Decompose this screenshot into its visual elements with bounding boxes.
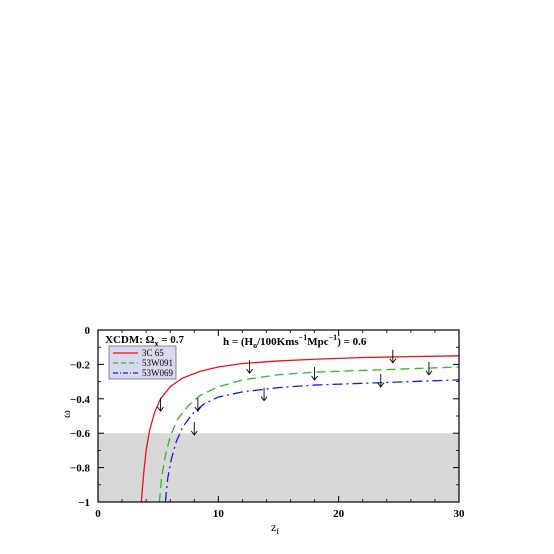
x-axis-label: zf — [271, 520, 279, 536]
upper-limit-arrows — [157, 349, 433, 436]
upper-limit-arrow — [190, 422, 198, 436]
legend-label-1: 53W091 — [142, 358, 173, 368]
series-layer — [140, 355, 460, 503]
series-line-2 — [164, 379, 460, 503]
anno-mid1: /100Kms — [256, 336, 299, 348]
series-line-1 — [158, 366, 460, 503]
x-axis-label-sub: f — [276, 527, 279, 536]
upper-limit-arrow — [157, 397, 164, 412]
hubble-annotation: h = (Ho/100Kms−1Mpc−1) = 0.6 — [223, 333, 367, 350]
x-tick-label: 10 — [213, 508, 225, 520]
series-line-0 — [140, 355, 460, 503]
anno-sub: o — [253, 341, 257, 350]
ticks-layer: 0 10 20 30 0 −0.2 −0.4 −0.6 −0.8 −1 — [70, 325, 465, 520]
x-tick-label: 0 — [95, 508, 101, 520]
anno-sup1: −1 — [299, 333, 308, 342]
anno-suffix: ) = 0.6 — [337, 336, 367, 348]
anno-mid2: Mpc — [307, 336, 329, 348]
y-tick-label: −0.8 — [70, 463, 91, 475]
upper-limit-arrow — [425, 361, 433, 376]
x-tick-label: 20 — [333, 508, 345, 520]
upper-limit-arrow — [389, 349, 397, 364]
y-tick-label: −1 — [78, 497, 90, 509]
y-tick-label: −0.4 — [70, 394, 91, 406]
y-tick-label: −0.6 — [70, 428, 91, 440]
upper-limit-arrow — [246, 360, 253, 374]
legend-title: XCDM: Ωx = 0.7 — [105, 334, 184, 348]
anno-prefix: h = (H — [223, 336, 254, 348]
anno-sup2: −1 — [329, 333, 338, 342]
shaded-region — [98, 433, 459, 502]
upper-limit-arrow — [260, 387, 268, 402]
upper-limit-arrow — [311, 367, 318, 381]
x-axis-label-main: z — [271, 520, 276, 534]
upper-limit-arrow — [377, 373, 385, 388]
legend-label-2: 53W069 — [142, 368, 173, 378]
x-tick-label: 30 — [454, 508, 466, 520]
y-tick-label: −0.2 — [70, 359, 91, 371]
y-axis-label: ω — [59, 410, 73, 418]
upper-limit-arrow — [194, 397, 202, 412]
legend-title-suffix: = 0.7 — [158, 334, 184, 346]
legend-title-prefix: XCDM: Ω — [105, 334, 155, 346]
legend-title-sub: x — [154, 339, 158, 348]
y-tick-label: 0 — [85, 325, 91, 337]
legend-label-0: 3C 65 — [142, 348, 164, 358]
